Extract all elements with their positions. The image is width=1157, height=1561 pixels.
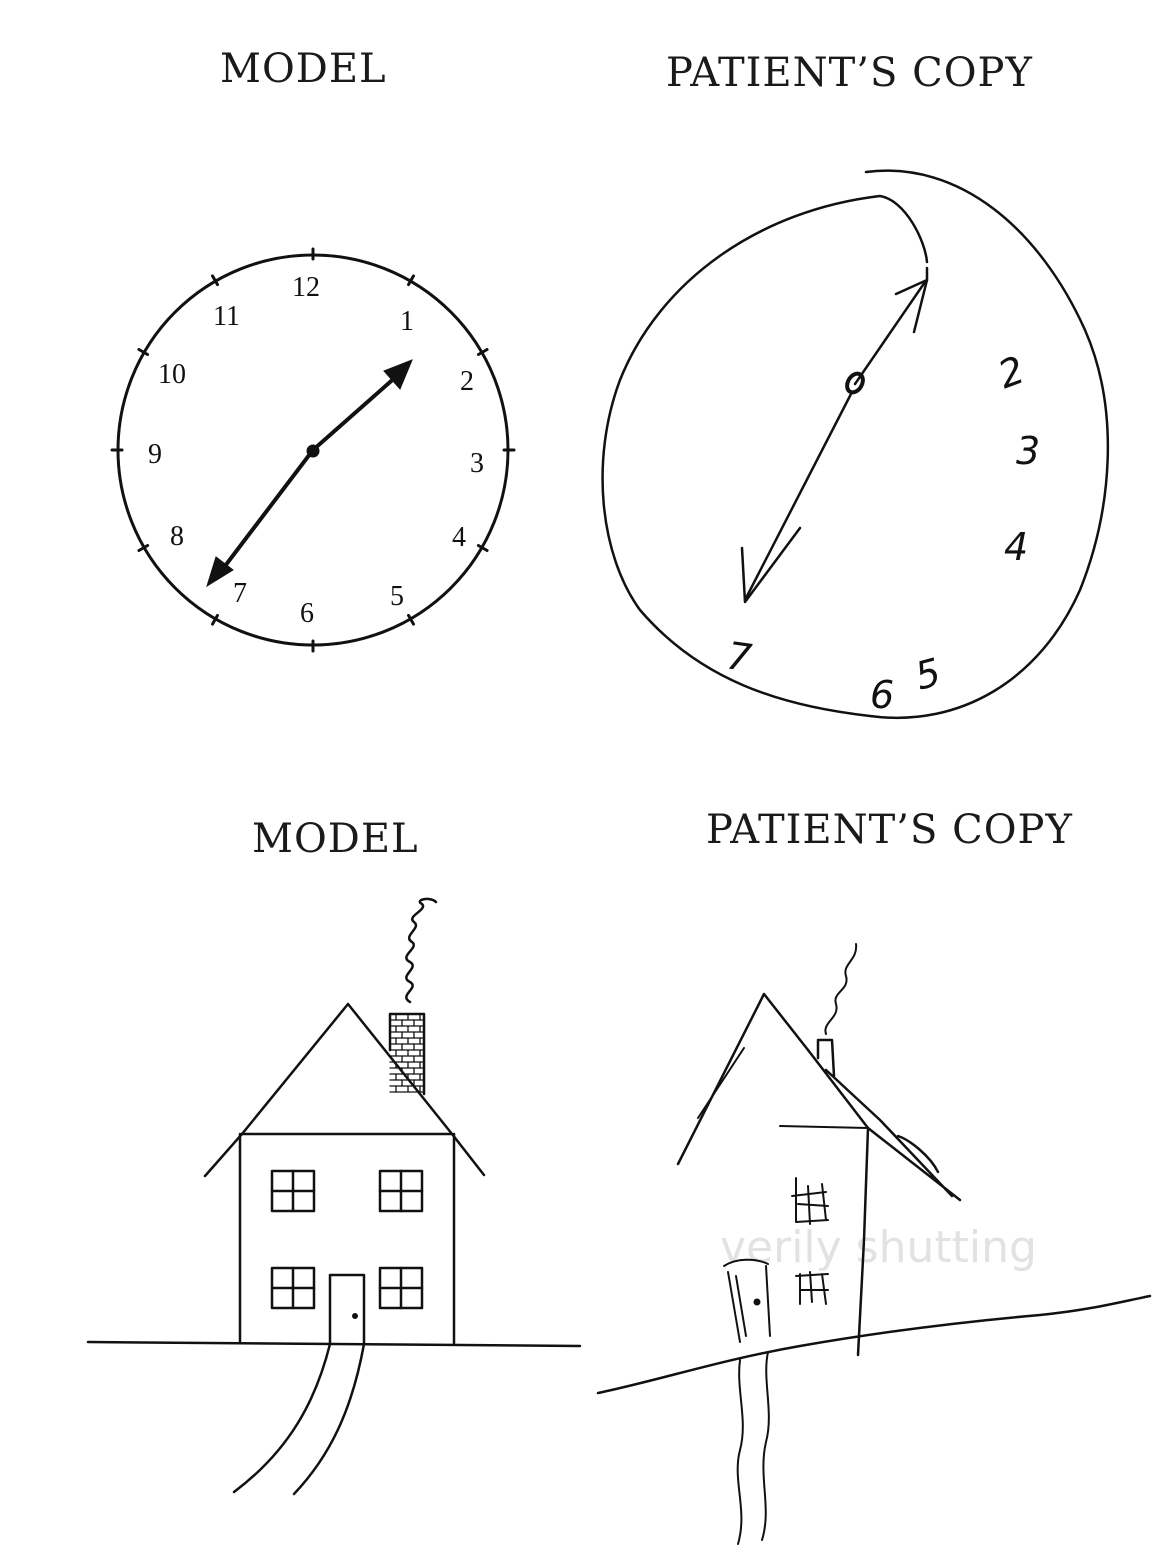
model-number-11: 11 <box>213 301 240 332</box>
patient-number-4: 4 <box>1004 525 1028 569</box>
patient-hand-up <box>853 280 927 386</box>
model-number-10: 10 <box>158 359 186 390</box>
patient-roof-mark <box>896 1134 940 1174</box>
model-door <box>328 1273 366 1345</box>
patient-chimney <box>816 1038 836 1078</box>
model-house <box>86 897 582 1496</box>
model-clock-ticks <box>110 247 516 653</box>
model-ground-line <box>86 1340 582 1348</box>
patient-roof-left <box>676 992 810 1166</box>
patient-number-2: 2 <box>992 348 1030 398</box>
patient-door <box>723 1258 771 1343</box>
heading-bottom-right: PATIENT’S COPY <box>706 807 1073 853</box>
patient-ground-line <box>596 1294 1152 1395</box>
patient-number-3: 3 <box>1016 429 1040 473</box>
patient-window-bottom <box>795 1271 829 1305</box>
model-window-bottom-right <box>378 1266 424 1310</box>
model-clock: 12 1 2 3 4 5 6 7 8 9 10 11 <box>110 247 516 653</box>
model-number-8: 8 <box>170 521 184 552</box>
model-walkway-left <box>232 1342 332 1494</box>
model-roof <box>203 1002 486 1178</box>
patient-eave-line <box>779 1125 869 1129</box>
model-number-6: 6 <box>300 598 314 629</box>
model-number-9: 9 <box>148 439 162 470</box>
model-window-top-left <box>270 1169 316 1213</box>
patient-number-7: 7 <box>724 633 754 680</box>
model-window-top-right <box>378 1169 424 1213</box>
patient-number-5: 5 <box>911 650 946 699</box>
patient-hand-up-arrowhead <box>894 278 929 334</box>
model-clock-tick <box>476 348 489 356</box>
patient-hand-down <box>743 390 854 602</box>
model-clock-center <box>306 444 320 458</box>
model-clock-tick <box>211 613 219 626</box>
model-hand-long-arrowhead <box>206 556 234 588</box>
patient-clock-center <box>845 371 865 395</box>
model-number-4: 4 <box>452 522 466 553</box>
patient-wall-right <box>856 1126 870 1357</box>
model-number-2: 2 <box>460 366 474 397</box>
patient-clock-face <box>601 169 1110 720</box>
model-clock-tick <box>407 274 415 287</box>
model-chimney-smoke <box>405 897 438 1004</box>
model-hand-long <box>220 448 315 572</box>
patient-walkway-right <box>761 1351 770 1541</box>
model-number-3: 3 <box>470 448 484 479</box>
model-window-bottom-left <box>270 1266 316 1310</box>
model-clock-tick <box>137 348 150 356</box>
patient-chimney-smoke <box>824 943 858 1035</box>
patient-clock: 2 3 4 5 6 7 <box>601 169 1110 720</box>
model-clock-tick <box>211 274 219 287</box>
patient-number-6: 6 <box>870 673 894 717</box>
model-hand-short <box>311 373 400 452</box>
heading-top-right: PATIENT’S COPY <box>666 50 1033 96</box>
model-number-7: 7 <box>233 578 247 609</box>
model-clock-tick <box>137 544 150 552</box>
patient-roof-left-double <box>697 1047 745 1119</box>
model-clock-tick <box>407 613 415 626</box>
model-number-12: 12 <box>292 272 320 303</box>
patient-roof-right <box>806 1048 962 1202</box>
heading-bottom-left: MODEL <box>252 816 419 862</box>
patient-hand-down-arrowhead <box>740 526 802 604</box>
heading-top-left: MODEL <box>220 46 387 92</box>
model-walkway-right <box>292 1342 366 1496</box>
model-number-5: 5 <box>390 581 404 612</box>
model-number-1: 1 <box>400 306 414 337</box>
patient-walkway-left <box>736 1359 744 1545</box>
patient-window-top <box>791 1177 829 1225</box>
patient-door-knob <box>753 1298 761 1306</box>
model-clock-tick <box>476 544 489 552</box>
model-chimney <box>388 1012 426 1096</box>
model-walls <box>238 1132 456 1345</box>
model-clock-numbers: 12 1 2 3 4 5 6 7 8 9 10 11 <box>148 272 484 629</box>
bleed-through-text: verily shutting <box>720 1222 1037 1273</box>
patient-house <box>596 943 1152 1545</box>
model-door-knob <box>352 1313 358 1319</box>
model-hand-short-arrowhead <box>383 359 413 390</box>
